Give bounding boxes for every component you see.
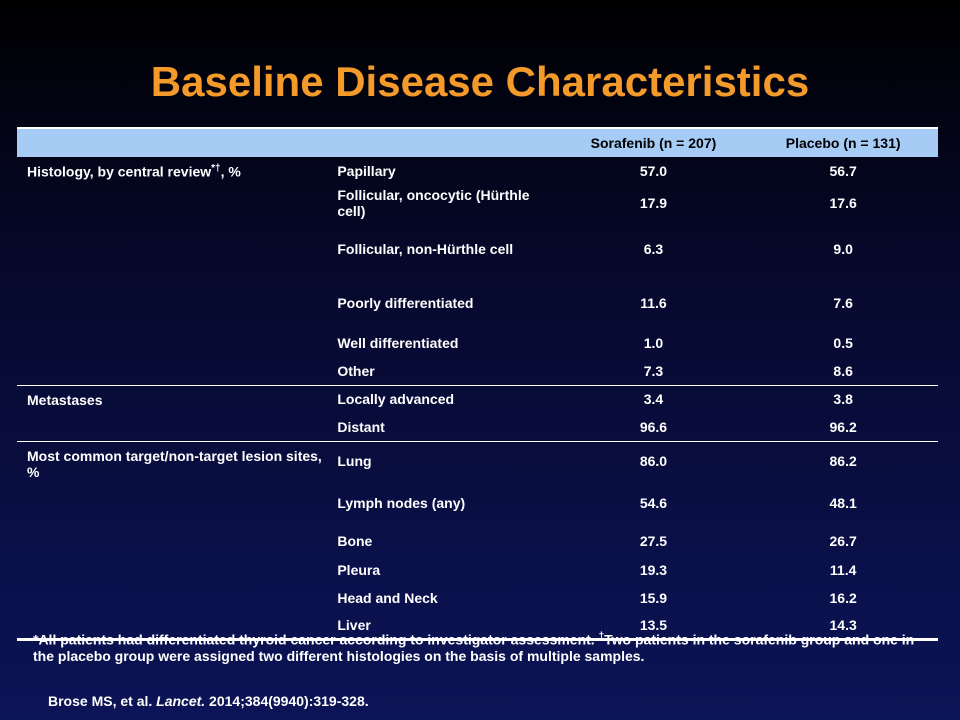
citation-journal: Lancet. [156, 693, 206, 709]
placebo-value: 96.2 [748, 413, 938, 442]
row-label: Lymph nodes (any) [337, 494, 466, 511]
row-label: Head and Neck [337, 589, 438, 606]
category-cell [17, 413, 338, 442]
row-label: Locally advanced [337, 391, 455, 408]
row-label: Poorly differentiated [337, 295, 474, 311]
sorafenib-value: 86.0 [639, 452, 668, 469]
row-label: Distant [337, 413, 559, 442]
sorafenib-value: 57.0 [639, 163, 668, 179]
category-cell [17, 480, 337, 526]
footnote-part1: *All patients had differentiated thyroid… [33, 631, 599, 648]
category-suffix: , % [220, 163, 241, 180]
footnote-mark: † [598, 631, 605, 642]
category-cell [17, 611, 338, 641]
table-row: Bone 27.5 26.7 [17, 526, 938, 556]
table-row: Liver 13.5 14.3 [17, 611, 938, 641]
table-row: Poorly differentiated 11.6 7.6 [17, 277, 938, 329]
table-row: Most common target/non-target lesion sit… [17, 441, 938, 480]
header-placebo: Placebo (n = 131) [748, 127, 938, 157]
header-sorafenib: Sorafenib (n = 207) [558, 127, 749, 157]
placebo-value: 8.6 [748, 357, 938, 386]
category-cell [17, 277, 337, 329]
placebo-value: 11.4 [829, 561, 857, 578]
placebo-value: 86.2 [829, 452, 857, 469]
placebo-value: 14.3 [748, 611, 938, 641]
category-cell [17, 185, 337, 221]
table-row: Follicular, oncocytic (Hürthle cell) 17.9… [17, 185, 938, 221]
table-header-row: Sorafenib (n = 207) Placebo (n = 131) [17, 127, 938, 157]
table-body: Histology, by central review*†, % Papilla… [17, 157, 938, 641]
header-category [17, 127, 338, 157]
row-label: Liver [337, 611, 559, 641]
sorafenib-value: 7.3 [558, 357, 749, 386]
sorafenib-value: 54.6 [639, 494, 668, 511]
placebo-value: 9.0 [833, 241, 853, 257]
placebo-value: 0.5 [833, 335, 853, 351]
category-cell: Metastases [17, 385, 337, 413]
sorafenib-value: 96.6 [558, 413, 749, 442]
baseline-characteristics-table: Sorafenib (n = 207) Placebo (n = 131) Hi… [17, 127, 938, 641]
table-row: Pleura 19.3 11.4 [17, 556, 938, 584]
placebo-value: 3.8 [833, 391, 853, 408]
placebo-value: 26.7 [829, 532, 857, 549]
category-cell [17, 556, 337, 584]
placebo-value: 56.7 [829, 163, 857, 179]
category-cell: Histology, by central review*†, % [17, 157, 337, 185]
sorafenib-value: 11.6 [640, 295, 667, 311]
category-cell [17, 584, 337, 612]
table-row: Histology, by central review*†, % Papilla… [17, 157, 938, 185]
placebo-value: 17.6 [829, 195, 857, 211]
sorafenib-value: 3.4 [643, 391, 664, 408]
table-row: Other 7.3 8.6 [17, 357, 938, 386]
table-row: Well differentiated 1.0 0.5 [17, 329, 938, 357]
citation: Brose MS, et al. Lancet. 2014;384(9940):… [48, 693, 369, 709]
row-label: Follicular, oncocytic (Hürthle cell) [337, 187, 530, 219]
sorafenib-value: 13.5 [558, 611, 749, 641]
table-row: Head and Neck 15.9 16.2 [17, 584, 938, 612]
row-label: Follicular, non-Hürthle cell [337, 241, 514, 257]
category-cell [17, 357, 338, 386]
sorafenib-value: 6.3 [643, 241, 664, 257]
sorafenib-value: 1.0 [643, 335, 664, 351]
sorafenib-value: 15.9 [639, 589, 668, 606]
header-subcategory [337, 127, 559, 157]
placebo-value: 7.6 [833, 295, 853, 311]
placebo-value: 16.2 [829, 589, 857, 606]
category-footnote-mark: *† [211, 163, 221, 174]
row-label: Lung [337, 452, 372, 469]
category-label: Most common target/non-target lesion sit… [27, 447, 322, 480]
category-cell [17, 329, 337, 357]
category-label: Metastases [27, 391, 103, 408]
category-label: Histology, by central review [27, 163, 212, 180]
sorafenib-value: 27.5 [639, 532, 668, 549]
citation-authors: Brose MS, et al. [48, 693, 157, 709]
footnote: *All patients had differentiated thyroid… [33, 629, 933, 664]
row-label: Bone [337, 532, 373, 549]
table-row: Distant 96.6 96.2 [17, 413, 938, 442]
row-label: Pleura [337, 561, 381, 578]
category-cell [17, 526, 337, 556]
row-label: Papillary [337, 163, 396, 179]
slide-title: Baseline Disease Characteristics [150, 58, 810, 105]
category-cell [17, 221, 337, 277]
placebo-value: 48.1 [829, 494, 857, 511]
table-row: Follicular, non-Hürthle cell 6.3 9.0 [17, 221, 938, 277]
row-label: Well differentiated [337, 335, 459, 351]
sorafenib-value: 17.9 [639, 195, 668, 211]
row-label: Other [337, 357, 559, 386]
sorafenib-value: 19.3 [639, 561, 668, 578]
citation-details: 2014;384(9940):319-328. [205, 693, 369, 709]
table-row: Lymph nodes (any) 54.6 48.1 [17, 480, 938, 526]
table-row: Metastases Locally advanced 3.4 3.8 [17, 385, 938, 413]
footnote-part2: Two patients in the sorafenib group and … [33, 631, 915, 664]
category-cell: Most common target/non-target lesion sit… [17, 441, 337, 480]
